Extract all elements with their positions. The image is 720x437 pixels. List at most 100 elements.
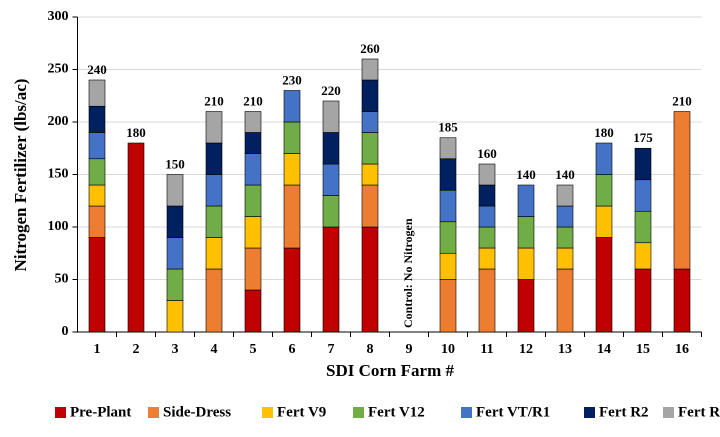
total-label: 140 xyxy=(555,167,575,182)
bar-segment xyxy=(634,268,652,333)
total-label: 260 xyxy=(360,41,380,56)
bar-segment xyxy=(166,205,184,238)
bar-segment xyxy=(439,252,457,280)
bar-segment xyxy=(556,184,574,207)
legend-label: Fert R3 xyxy=(678,404,720,420)
total-label: 150 xyxy=(165,156,185,171)
total-label: 210 xyxy=(243,93,263,108)
y-tick-label: 250 xyxy=(48,62,69,77)
total-label: 160 xyxy=(477,146,497,161)
bar-segment xyxy=(439,221,457,254)
x-tick-label: 3 xyxy=(172,342,179,357)
bar-segment xyxy=(478,268,496,333)
bar-segment xyxy=(673,111,691,270)
bar-segment xyxy=(556,205,574,228)
bar-segment xyxy=(439,279,457,333)
bar-segment xyxy=(517,184,535,217)
x-tick-label: 10 xyxy=(441,342,455,357)
bar-segment xyxy=(205,111,223,144)
bar-segment xyxy=(517,247,535,280)
bar-segment xyxy=(88,105,106,133)
bar-segment xyxy=(517,216,535,249)
legend-swatch xyxy=(461,407,472,418)
bar-segment xyxy=(361,79,379,112)
legend-label: Pre-Plant xyxy=(70,404,131,420)
bar-segment xyxy=(556,268,574,333)
total-label: 175 xyxy=(633,130,653,145)
bar-segment xyxy=(361,226,379,333)
y-axis-title: Nitrogen Fertilizer (lbs/ac) xyxy=(11,79,30,272)
legend-swatch xyxy=(584,407,595,418)
y-tick-label: 300 xyxy=(48,9,69,24)
legend-swatch xyxy=(353,407,364,418)
bar-segment xyxy=(634,147,652,181)
bar-segment xyxy=(673,268,691,333)
annotation: Control: No Nitrogen xyxy=(401,218,415,328)
x-tick-label: 5 xyxy=(250,342,257,357)
bar-segment xyxy=(244,132,262,154)
bar-segment xyxy=(478,247,496,270)
bar-segment xyxy=(283,153,301,186)
x-tick-label: 14 xyxy=(597,342,611,357)
x-tick-label: 8 xyxy=(367,342,374,357)
bar-segment xyxy=(361,58,379,81)
legend-swatch xyxy=(663,407,674,418)
legend-label: Fert R2 xyxy=(599,404,649,420)
bar-segment xyxy=(517,279,535,333)
bar-segment xyxy=(244,184,262,217)
bar-segment xyxy=(478,163,496,186)
bar-segment xyxy=(361,163,379,186)
bar-segment xyxy=(166,174,184,207)
bar-segment xyxy=(283,184,301,249)
bar-segment xyxy=(88,205,106,238)
bar-segment xyxy=(166,300,184,333)
x-tick-label: 6 xyxy=(289,342,296,357)
bar-segment xyxy=(361,111,379,133)
bar-segment xyxy=(595,142,613,175)
bar-segment xyxy=(595,205,613,238)
bar-segment xyxy=(88,132,106,160)
total-label: 220 xyxy=(321,83,341,98)
bar-segment xyxy=(205,268,223,333)
bar-segment xyxy=(283,247,301,333)
total-label: 185 xyxy=(438,120,458,135)
bar-segment xyxy=(127,142,145,333)
total-label: 240 xyxy=(87,62,107,77)
bar-segment xyxy=(244,247,262,291)
y-tick-label: 0 xyxy=(62,324,69,339)
bar-segment xyxy=(322,100,340,133)
bar-segment xyxy=(205,142,223,175)
total-label: 140 xyxy=(516,167,536,182)
bar-segment xyxy=(88,158,106,186)
bar-segment xyxy=(322,132,340,165)
bar-segment xyxy=(595,237,613,333)
bar-segment xyxy=(361,184,379,228)
bar-segment xyxy=(166,268,184,301)
bar-segment xyxy=(478,205,496,228)
bar-segment xyxy=(322,226,340,333)
x-tick-label: 13 xyxy=(558,342,572,357)
y-tick-label: 50 xyxy=(55,272,69,287)
bar-segment xyxy=(244,153,262,186)
bar-segment xyxy=(205,174,223,207)
bar-segment xyxy=(556,226,574,249)
x-tick-label: 4 xyxy=(211,342,218,357)
legend-swatch xyxy=(262,407,273,418)
bar-segment xyxy=(166,237,184,270)
x-tick-label: 1 xyxy=(94,342,101,357)
bar-segment xyxy=(634,210,652,244)
bar-segment xyxy=(322,163,340,196)
legend-label: Fert V9 xyxy=(277,404,326,420)
bar-segment xyxy=(283,90,301,123)
bar-segment xyxy=(205,237,223,270)
y-tick-label: 200 xyxy=(48,114,69,129)
bar-segment xyxy=(244,111,262,133)
legend-label: Fert VT/R1 xyxy=(476,404,550,420)
x-tick-label: 9 xyxy=(406,342,413,357)
total-label: 210 xyxy=(204,93,224,108)
y-tick-label: 100 xyxy=(48,219,69,234)
bar-segment xyxy=(205,205,223,238)
legend-label: Side-Dress xyxy=(163,404,231,420)
total-label: 180 xyxy=(126,125,146,140)
